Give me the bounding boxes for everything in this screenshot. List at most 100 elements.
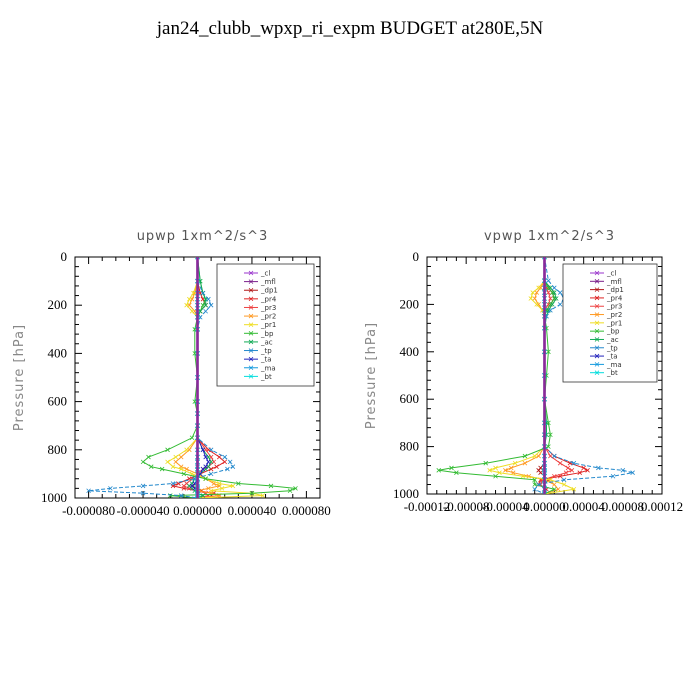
data-point [569, 468, 575, 473]
legend-label: _ma [606, 361, 622, 369]
legend-marker [248, 331, 254, 336]
legend-label: _pr4 [606, 294, 623, 302]
x-tick-label: 0.00004 [563, 499, 606, 514]
data-point [552, 290, 557, 295]
data-point [530, 290, 536, 295]
data-point [596, 465, 601, 471]
data-point [552, 285, 557, 291]
data-point [187, 296, 192, 302]
legend-marker [248, 305, 254, 310]
legend-label: _ma [260, 364, 276, 372]
y-tick-label: 1000 [393, 486, 419, 501]
data-point [577, 470, 583, 475]
legend-marker [248, 365, 254, 371]
data-point [548, 453, 553, 459]
series-group [436, 257, 635, 494]
data-point [189, 308, 195, 314]
data-point [148, 464, 154, 469]
data-point [548, 296, 553, 301]
data-point [512, 460, 518, 466]
data-point [532, 486, 537, 492]
data-point [503, 468, 508, 473]
data-point [203, 476, 208, 482]
legend-marker [248, 348, 254, 353]
legend-label: _bt [606, 369, 618, 377]
data-point [542, 257, 547, 260]
y-tick-label: 400 [48, 345, 68, 360]
legend-label: _pr2 [606, 311, 622, 319]
legend-label: _pr3 [260, 304, 276, 312]
series-group [86, 257, 298, 498]
data-point [181, 471, 187, 477]
legend-marker [594, 270, 600, 276]
data-point [454, 470, 459, 475]
legend-label: _pr4 [260, 295, 277, 303]
legend-label: _tp [260, 347, 272, 355]
data-point [534, 290, 539, 295]
y-tick-label: 800 [48, 442, 68, 457]
data-point [165, 459, 170, 465]
x-tick-label: 0.00000 [523, 499, 565, 514]
data-point [170, 464, 176, 469]
data-point [538, 470, 543, 475]
data-point [552, 486, 557, 492]
legend-marker [594, 295, 600, 301]
legend-marker [594, 312, 600, 317]
legend-label: _ta [260, 356, 272, 364]
legend-marker [594, 345, 600, 351]
x-tick-label: -0.00008 [443, 499, 490, 514]
data-point [230, 464, 236, 469]
y-tick-label: 0 [413, 249, 420, 264]
y-tick-label: 600 [48, 394, 68, 409]
x-tick-label: -0.000080 [62, 503, 115, 518]
legend-marker [248, 322, 254, 327]
data-point [206, 459, 211, 465]
data-point [165, 447, 170, 453]
legend: _cl_mfl_dp1_pr4_pr3_pr2_pr1_bp_ac_tp_ta_… [562, 263, 658, 383]
data-point [140, 490, 146, 496]
legend-label: _dp1 [606, 286, 624, 294]
data-point [249, 490, 255, 496]
data-point [630, 470, 635, 475]
y-tick-label: 200 [400, 296, 420, 311]
data-point [536, 453, 541, 459]
data-point [203, 454, 208, 460]
data-point [571, 460, 577, 466]
legend-marker [248, 356, 254, 362]
x-tick-label: 0.00008 [602, 499, 644, 514]
data-point [195, 257, 200, 260]
data-point [483, 460, 489, 466]
y-tick-label: 400 [400, 344, 420, 359]
data-point [557, 460, 563, 466]
data-point [553, 296, 559, 301]
x-tick-label: 0.00012 [641, 499, 683, 514]
legend-label: _cl [260, 270, 270, 278]
data-point [552, 482, 557, 487]
data-point [493, 465, 498, 471]
data-point [546, 349, 551, 355]
data-point [522, 453, 528, 459]
data-point [195, 495, 200, 498]
data-point [536, 482, 541, 487]
data-point [534, 302, 539, 307]
data-point [548, 285, 553, 291]
data-point [225, 466, 230, 472]
data-point [563, 470, 569, 475]
data-point [510, 470, 516, 475]
x-tick-label: -0.000040 [117, 503, 170, 518]
y-tick-label: 0 [61, 249, 68, 264]
series-line-pr2 [174, 257, 221, 498]
data-point [585, 468, 590, 473]
data-point [520, 473, 526, 479]
legend-marker [248, 313, 254, 319]
data-point [561, 482, 567, 487]
legend-label: _ac [260, 338, 273, 346]
data-point [293, 486, 298, 491]
data-point [581, 465, 586, 471]
data-point [200, 493, 206, 498]
data-point [140, 459, 146, 465]
legend-label: _mfl [260, 278, 276, 286]
data-point [536, 285, 541, 291]
legend-marker [248, 287, 254, 293]
